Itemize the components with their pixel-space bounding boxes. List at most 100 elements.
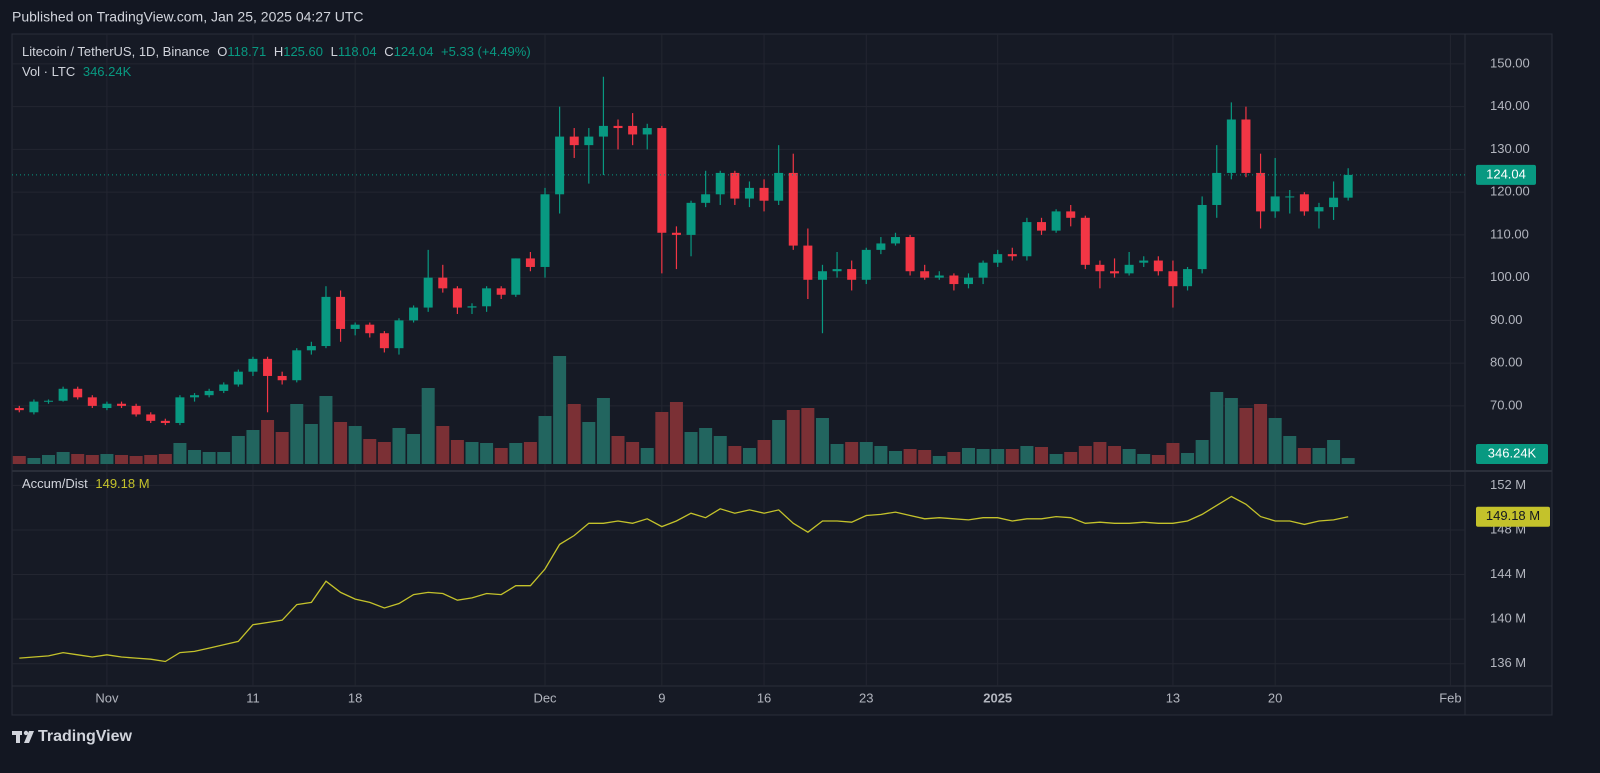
volume-bar — [377, 442, 391, 464]
x-tick-label: Feb — [1439, 690, 1461, 705]
candle-body — [1285, 196, 1295, 198]
candle-body — [555, 136, 565, 195]
x-tick-label: 13 — [1166, 690, 1180, 705]
x-tick-label: 18 — [348, 690, 362, 705]
candle-body — [394, 320, 404, 349]
volume-bar — [713, 436, 727, 464]
last-price-box — [1476, 164, 1536, 185]
volume-bar — [363, 439, 377, 464]
legend-high: 125.60 — [283, 44, 323, 59]
candle-body — [365, 324, 375, 334]
volume-bar — [742, 448, 756, 464]
volume-bar — [523, 442, 537, 464]
published-note: Published on TradingView.com, Jan 25, 20… — [12, 9, 364, 25]
legend-h: H — [273, 44, 284, 59]
candle-body — [569, 136, 579, 146]
volume-bar — [480, 443, 494, 464]
symbol-title: Litecoin / TetherUS, 1D, Binance — [22, 44, 210, 59]
volume-bar — [640, 448, 654, 464]
volume-bar — [932, 456, 946, 464]
candle-body — [102, 403, 112, 409]
x-tick-label: Dec — [533, 690, 557, 705]
volume-bar — [334, 422, 348, 464]
volume-bar — [115, 455, 129, 464]
candle-body — [87, 397, 97, 406]
volume-bar — [12, 456, 26, 464]
candle-body — [204, 390, 214, 396]
tv-logo — [12, 730, 34, 743]
volume-bar — [188, 450, 202, 464]
legend-o: O — [217, 44, 228, 59]
volume-bar — [494, 448, 508, 464]
candle-body — [1051, 211, 1061, 231]
volume-legend: Vol · LTC 346.24K — [22, 64, 135, 79]
x-tick-label: 20 — [1268, 690, 1282, 705]
volume-bar — [85, 455, 99, 464]
x-tick-label: 2025 — [983, 690, 1012, 705]
x-tick-label: Nov — [95, 690, 119, 705]
x-tick-label: 16 — [757, 690, 771, 705]
volume-bar — [319, 396, 333, 464]
volume-bar — [290, 404, 304, 464]
candle-body — [1226, 119, 1236, 173]
volume-bar — [275, 432, 289, 464]
y-tick-label: 140 M — [1490, 611, 1526, 626]
candle-body — [1139, 260, 1149, 263]
candle-body — [321, 296, 331, 347]
candle-body — [525, 258, 535, 267]
volume-bar — [538, 416, 552, 464]
volume-bar — [976, 449, 990, 464]
candle-body — [219, 384, 229, 391]
candle-body — [584, 136, 594, 146]
volume-bar — [699, 428, 713, 464]
candle-body — [613, 125, 623, 129]
candle-body — [58, 388, 68, 401]
volume-bar — [217, 452, 231, 464]
candle-body — [949, 275, 959, 285]
volume-bar — [71, 454, 85, 464]
chart-frame — [11, 33, 1553, 716]
candle-body — [452, 288, 462, 308]
candle-body — [336, 296, 346, 329]
candle-body — [482, 288, 492, 307]
candle-body — [963, 277, 973, 285]
candle-body — [847, 269, 857, 280]
volume-bar — [918, 450, 932, 464]
volume-bar — [1341, 458, 1355, 464]
x-tick-label: 9 — [658, 690, 665, 705]
volume-bar — [1093, 442, 1107, 464]
candle-body — [467, 306, 477, 308]
volume-bar — [830, 444, 844, 464]
candle-body — [263, 358, 273, 376]
ad-value: 149.18 M — [95, 476, 150, 491]
candle-body — [1124, 264, 1134, 274]
volume-bar — [261, 420, 275, 464]
candle-body — [1153, 260, 1163, 272]
y-tick-label: 136 M — [1490, 655, 1526, 670]
volume-bar — [1020, 446, 1034, 464]
candle-body — [423, 277, 433, 308]
volume-bar — [655, 412, 669, 464]
volume-bar — [845, 442, 859, 464]
volume-bar — [801, 408, 815, 464]
volume-bar — [465, 442, 479, 464]
candle-body — [701, 194, 711, 203]
ad-line — [19, 495, 1349, 663]
volume-bar — [231, 436, 245, 464]
candle-body — [1110, 271, 1120, 274]
volume-bar — [202, 452, 216, 464]
volume-bar — [815, 418, 829, 464]
candle-body — [233, 371, 243, 385]
candle-body — [1212, 172, 1222, 205]
volume-bar — [348, 426, 362, 464]
volume-bar — [991, 449, 1005, 464]
volume-bar — [1064, 452, 1078, 464]
candle-body — [496, 288, 506, 295]
candle-body — [117, 403, 127, 406]
candle-body — [905, 237, 915, 272]
candle-body — [832, 269, 842, 272]
candle-body — [686, 202, 696, 235]
volume-last-label: 346.24K — [1488, 445, 1537, 460]
candle-body — [1022, 222, 1032, 257]
